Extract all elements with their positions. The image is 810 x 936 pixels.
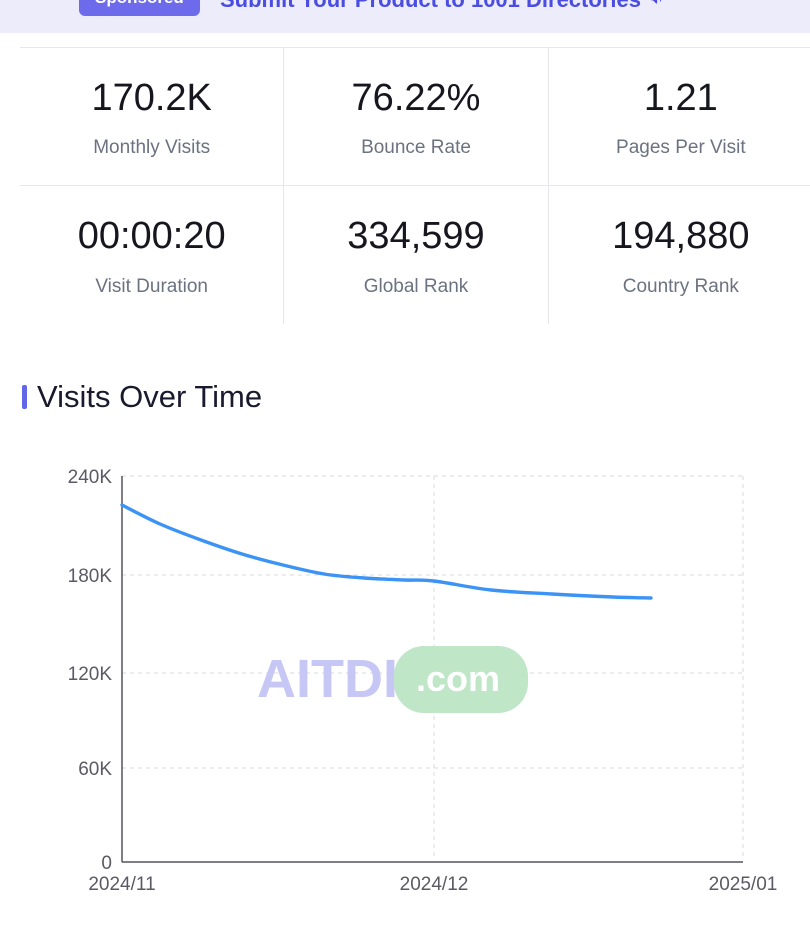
svg-text:2024/12: 2024/12 <box>400 874 469 895</box>
svg-text:240K: 240K <box>68 467 113 488</box>
svg-text:0: 0 <box>101 853 112 874</box>
svg-text:60K: 60K <box>78 759 112 780</box>
svg-text:120K: 120K <box>68 664 113 685</box>
svg-text:180K: 180K <box>68 566 113 587</box>
svg-text:2024/11: 2024/11 <box>88 874 155 895</box>
svg-text:2025/01: 2025/01 <box>709 874 778 895</box>
